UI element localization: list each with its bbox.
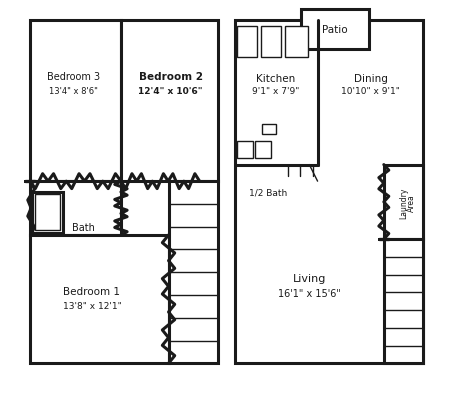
Text: 10'10" x 9'1": 10'10" x 9'1": [341, 86, 400, 95]
Text: Kitchen: Kitchen: [256, 74, 295, 83]
Bar: [237, 142, 253, 159]
Text: 9'1" x 7'9": 9'1" x 7'9": [252, 86, 299, 95]
Text: 13'4" x 8'6": 13'4" x 8'6": [49, 86, 98, 95]
Text: 1/2 Bath: 1/2 Bath: [249, 188, 287, 197]
Text: Patio: Patio: [322, 25, 348, 35]
Bar: [235, 21, 423, 363]
Text: Laundry: Laundry: [399, 187, 408, 218]
Text: Bedroom 1: Bedroom 1: [63, 286, 120, 296]
Text: Bath: Bath: [72, 222, 95, 232]
Bar: [169, 182, 218, 363]
Bar: [35, 195, 60, 230]
Bar: [30, 21, 121, 182]
Text: 16'1" x 15'6": 16'1" x 15'6": [278, 288, 341, 298]
Bar: [261, 27, 281, 58]
Text: Living: Living: [293, 274, 326, 284]
Bar: [384, 165, 423, 240]
Bar: [121, 21, 218, 182]
Bar: [255, 142, 271, 159]
Bar: [384, 240, 423, 363]
Bar: [262, 125, 276, 134]
Bar: [30, 235, 169, 363]
Text: 13'8" x 12'1": 13'8" x 12'1": [63, 301, 121, 310]
Text: Area: Area: [407, 194, 416, 211]
Bar: [32, 192, 63, 233]
Text: Dining: Dining: [354, 74, 387, 83]
Text: 12'4" x 10'6": 12'4" x 10'6": [138, 86, 203, 95]
Text: Bedroom 2: Bedroom 2: [139, 71, 202, 81]
Text: Bedroom 3: Bedroom 3: [47, 71, 100, 81]
Bar: [301, 10, 369, 50]
Bar: [237, 27, 257, 58]
Bar: [285, 27, 308, 58]
Bar: [30, 182, 121, 235]
